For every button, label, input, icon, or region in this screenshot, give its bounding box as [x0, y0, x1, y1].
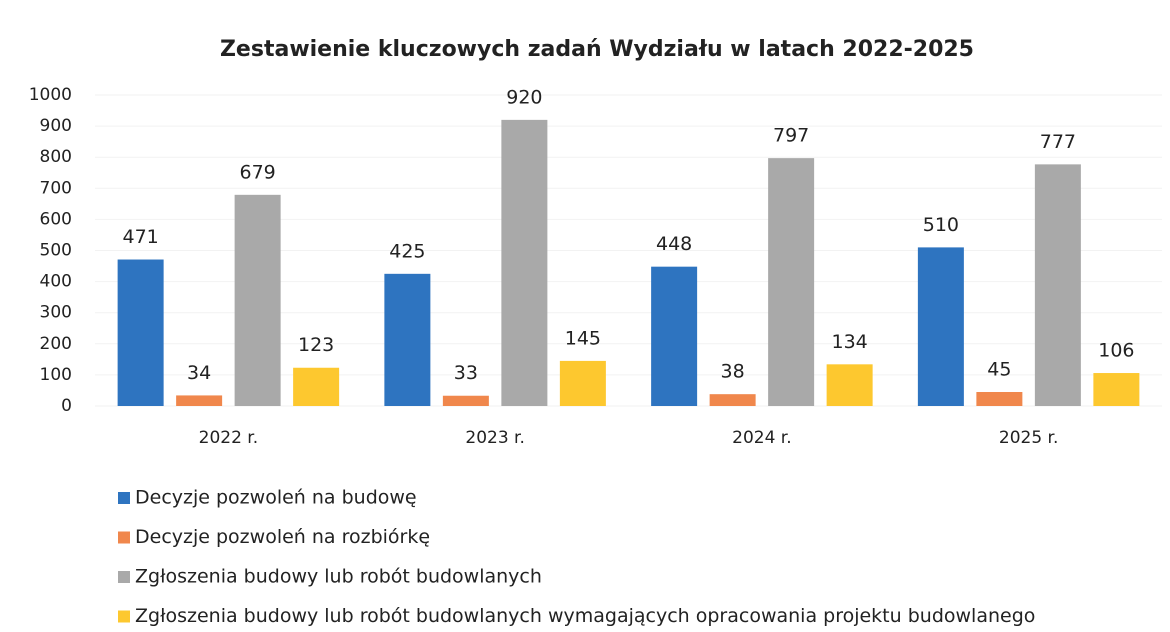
bar [176, 395, 223, 406]
data-label: 106 [1098, 340, 1134, 362]
y-tick-label: 900 [40, 116, 72, 136]
bar [501, 119, 548, 406]
legend-swatch [118, 492, 130, 504]
y-tick-label: 300 [40, 303, 72, 323]
y-tick-label: 700 [40, 178, 72, 198]
legend-swatch [118, 610, 130, 623]
bar [917, 247, 964, 406]
bar [826, 364, 873, 406]
legend-swatch [118, 571, 130, 583]
y-tick-label: 1000 [29, 85, 72, 105]
y-tick-label: 600 [40, 209, 72, 229]
y-tick-label: 200 [40, 334, 72, 354]
data-label: 45 [987, 359, 1011, 381]
y-tick-label: 100 [40, 365, 72, 385]
data-label: 797 [773, 125, 809, 147]
legend-swatch [118, 531, 130, 544]
x-tick-label: 2024 r. [732, 428, 792, 448]
x-tick-label: 2022 r. [199, 428, 259, 448]
data-label: 471 [122, 226, 158, 248]
legend-label: Decyzje pozwoleń na rozbiórkę [135, 526, 430, 548]
legend-label: Decyzje pozwoleń na budowę [135, 487, 417, 509]
data-label: 510 [923, 214, 959, 236]
chart-title: Zestawienie kluczowych zadań Wydziału w … [220, 37, 974, 62]
data-label: 38 [721, 361, 745, 383]
data-label: 34 [187, 362, 211, 384]
data-label: 425 [389, 240, 425, 262]
bar [234, 194, 281, 406]
bar [384, 273, 431, 406]
x-tick-label: 2025 r. [999, 428, 1059, 448]
y-tick-label: 0 [61, 396, 72, 416]
y-tick-label: 500 [40, 241, 72, 261]
data-label: 679 [239, 161, 275, 183]
y-tick-label: 800 [40, 147, 72, 167]
bar [709, 394, 756, 406]
bar [768, 158, 815, 406]
y-tick-label: 400 [40, 272, 72, 292]
data-label: 134 [831, 331, 867, 353]
bar [559, 360, 606, 406]
data-label: 777 [1040, 131, 1076, 153]
bar [1034, 164, 1081, 406]
data-label: 33 [454, 362, 478, 384]
x-tick-label: 2023 r. [465, 428, 525, 448]
legend-label: Zgłoszenia budowy lub robót budowlanych … [135, 605, 1035, 627]
bar [442, 395, 489, 406]
bar [1093, 373, 1140, 406]
data-label: 123 [298, 334, 334, 356]
bar [117, 259, 164, 406]
legend-label: Zgłoszenia budowy lub robót budowlanych [135, 566, 542, 588]
bar [976, 392, 1023, 406]
bar [651, 266, 698, 406]
data-label: 448 [656, 233, 692, 255]
bar [293, 367, 340, 406]
data-label: 920 [506, 86, 542, 108]
data-label: 145 [565, 327, 601, 349]
